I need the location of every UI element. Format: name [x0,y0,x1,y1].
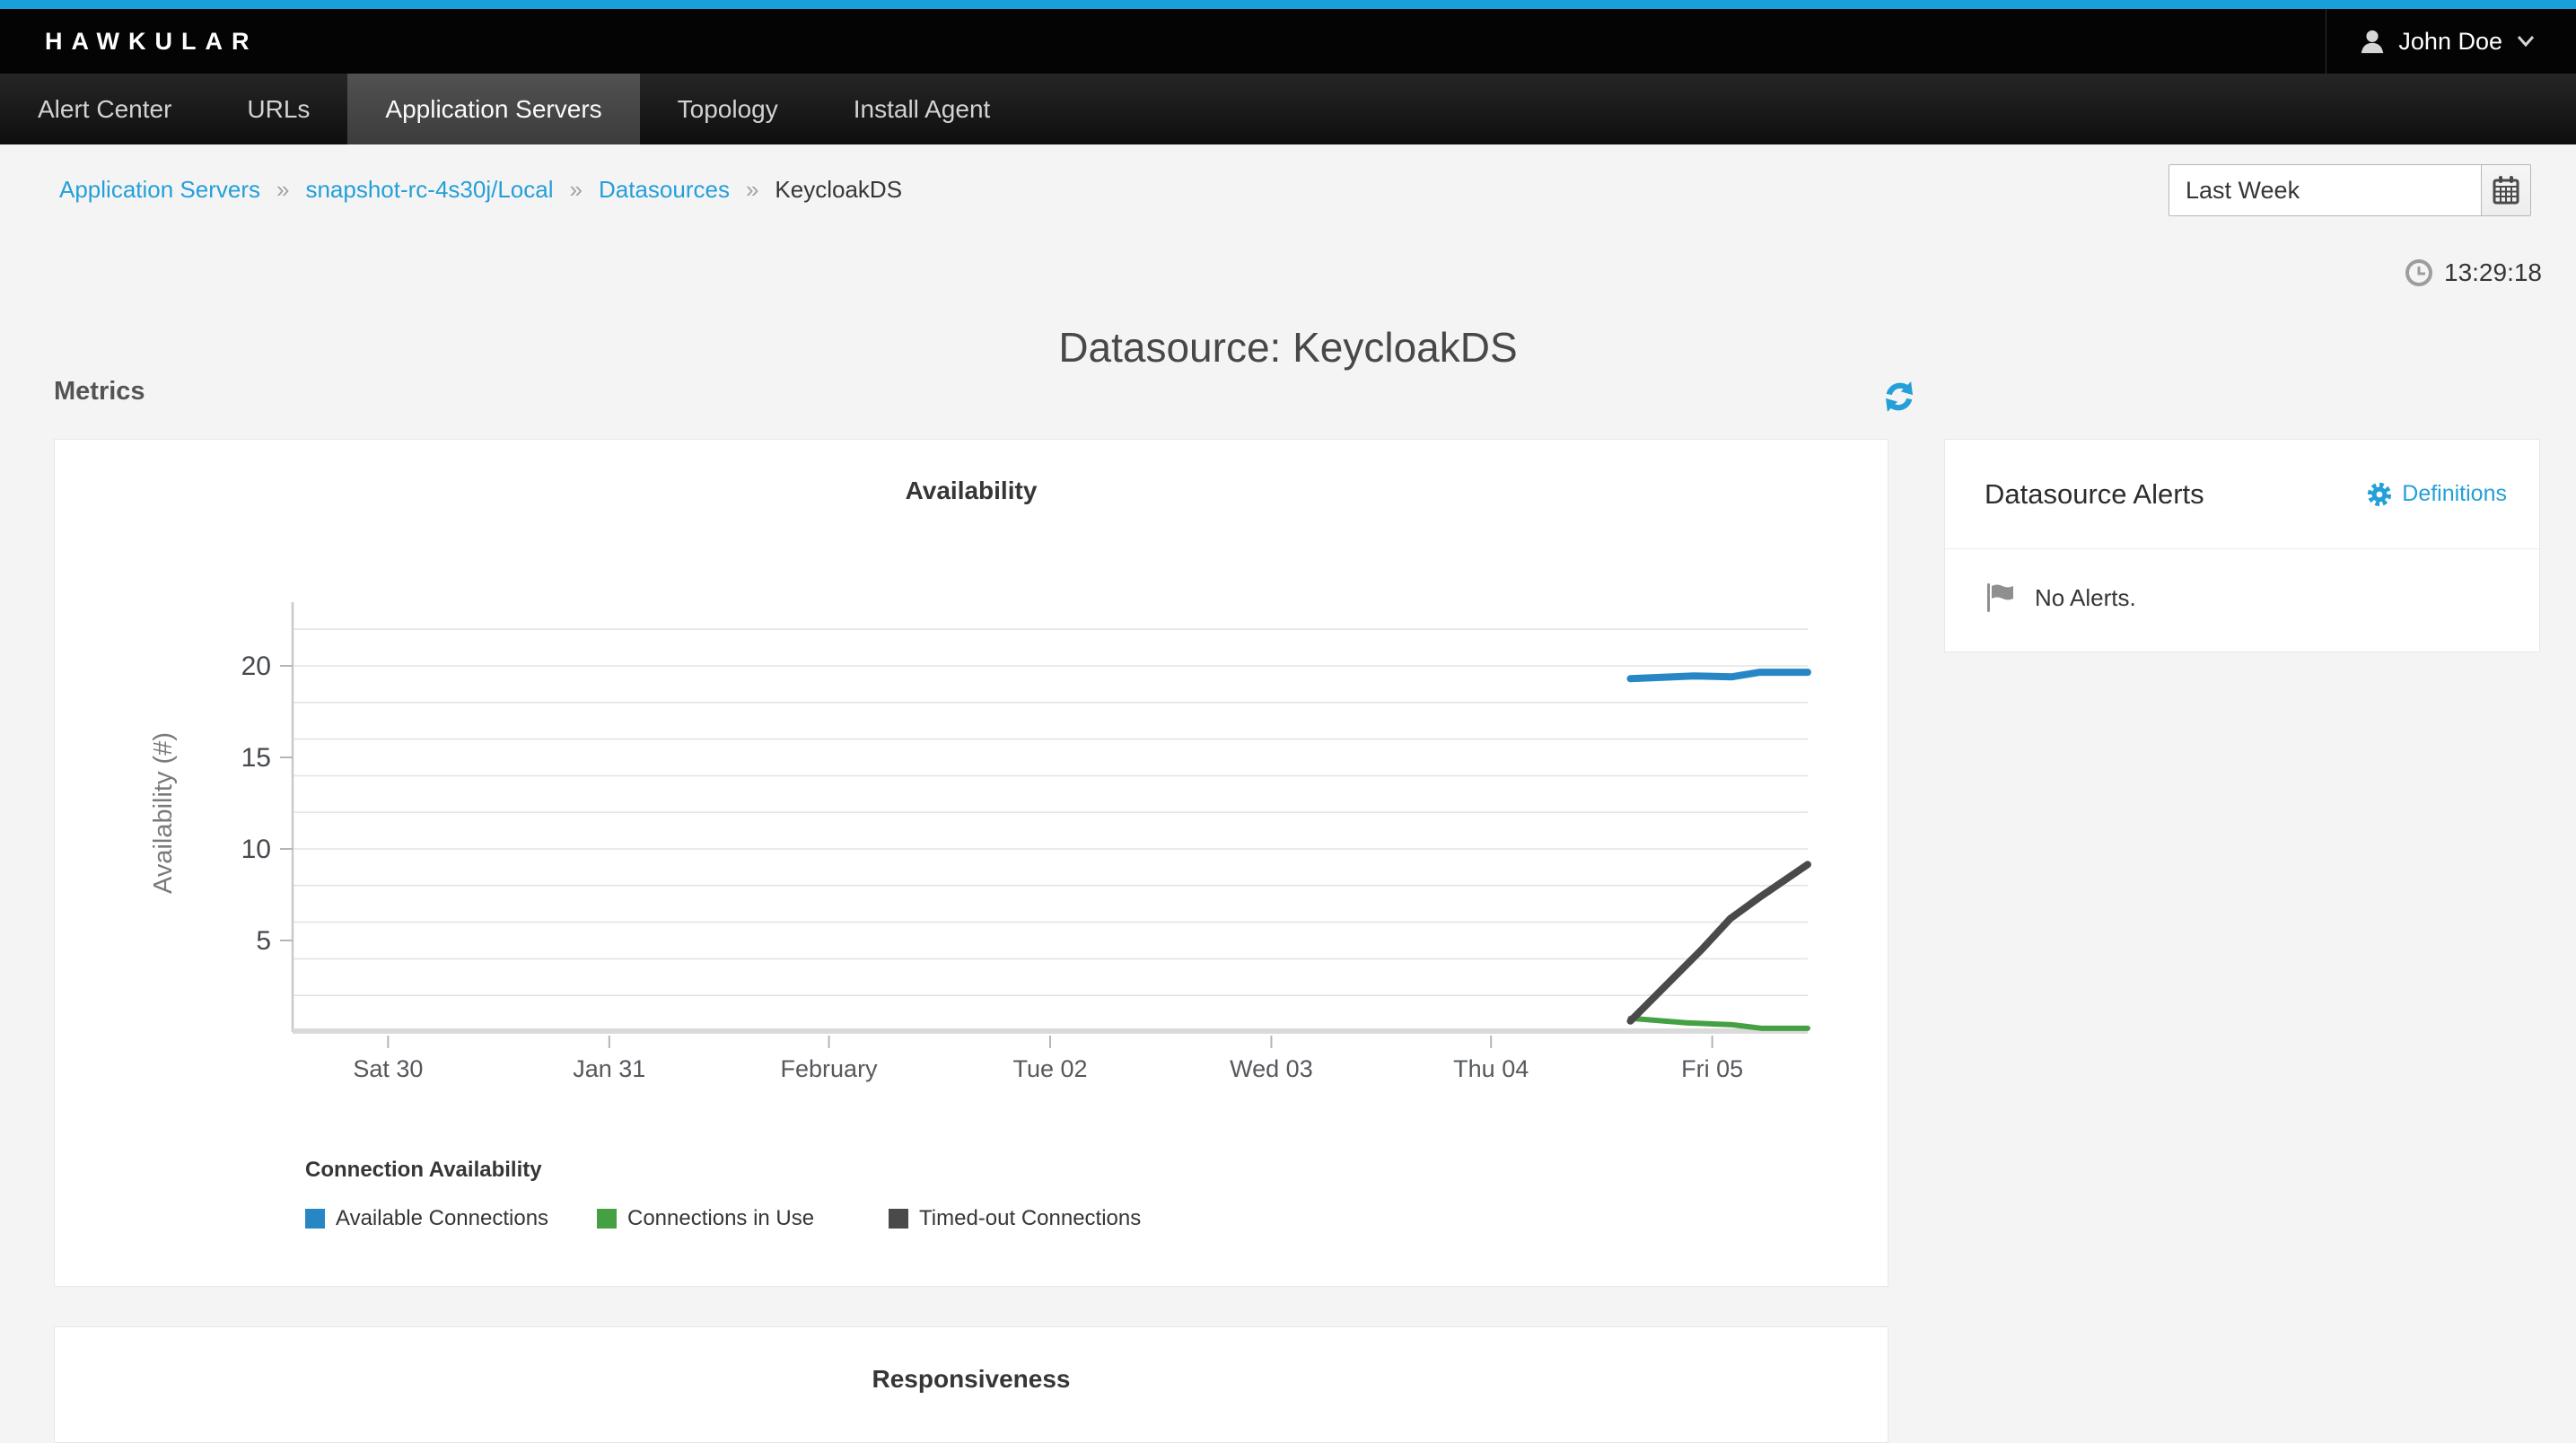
app-logo: HAWKULAR [45,27,258,55]
time-range-input[interactable] [2169,164,2481,216]
series-0 [1626,669,1811,683]
calendar-icon [2493,176,2519,205]
svg-text:15: 15 [241,743,271,773]
accent-strip [0,0,2576,9]
alerts-title: Datasource Alerts [1985,477,2204,510]
alerts-header: Datasource Alerts Definitions [1945,440,2539,549]
svg-text:Tue 02: Tue 02 [1012,1055,1087,1082]
tab-install-agent[interactable]: Install Agent [853,94,991,123]
metrics-heading: Metrics [54,377,145,406]
breadcrumb: Application Servers » snapshot-rc-4s30j/… [59,176,902,204]
flag-icon [1987,583,2013,612]
user-name: John Doe [2398,27,2502,55]
breadcrumb-current: KeycloakDS [775,176,903,203]
breadcrumb-separator: » [745,176,759,203]
legend-title: Connection Availability [305,1158,542,1182]
refresh-icon[interactable] [1881,379,1917,415]
definitions-link[interactable]: Definitions [2366,481,2507,508]
svg-text:20: 20 [241,652,271,681]
tab-alert-center[interactable]: Alert Center [38,94,172,123]
breadcrumb-app-servers[interactable]: Application Servers [59,176,260,203]
series-2 [1626,861,1811,1025]
legend-item[interactable]: Timed-out Connections [889,1206,1141,1231]
svg-text:10: 10 [241,835,271,864]
breadcrumb-server[interactable]: snapshot-rc-4s30j/Local [305,176,554,203]
no-alerts-message: No Alerts. [2035,583,2136,611]
alerts-body: No Alerts. [1945,549,2539,646]
legend-label: Connections in Use [627,1206,815,1230]
breadcrumb-separator: » [569,176,583,203]
legend-label: Available Connections [336,1206,549,1230]
user-icon [2361,30,2384,54]
svg-text:Fri 05: Fri 05 [1681,1055,1743,1082]
breadcrumb-datasources[interactable]: Datasources [598,176,730,203]
gear-icon [2368,482,2392,506]
calendar-button[interactable] [2481,164,2531,216]
clock-value: 13:29:18 [2444,258,2542,286]
availability-chart[interactable]: 5 10 15 20 Sat 30 Jan 31 February Tue 02 Wed 03 T… [55,440,1888,1122]
legend-swatch [597,1209,617,1229]
availability-card: Availability Availability (#) 5 10 15 20 Sat… [54,439,1888,1287]
tab-urls[interactable]: URLs [247,94,311,123]
svg-text:Thu 04: Thu 04 [1453,1055,1529,1082]
svg-text:February: February [781,1055,879,1082]
clock-icon [2405,259,2432,286]
last-refresh-time: 13:29:18 [2405,258,2542,287]
time-range-picker [2169,164,2531,216]
user-menu[interactable]: John Doe [2326,9,2576,74]
svg-text:Jan 31: Jan 31 [573,1055,645,1082]
tab-application-servers[interactable]: Application Servers [347,74,640,144]
breadcrumb-separator: » [276,176,290,203]
legend-label: Timed-out Connections [919,1206,1142,1230]
responsiveness-card: Responsiveness [54,1326,1888,1443]
legend-item[interactable]: Available Connections [305,1206,548,1231]
datasource-alerts-card: Datasource Alerts Definitions No Alerts. [1944,439,2540,652]
svg-text:Wed 03: Wed 03 [1230,1055,1313,1082]
chart-legend: Connection Availability Available Connec… [305,1158,1141,1231]
definitions-label: Definitions [2402,481,2507,506]
page-title: Datasource: KeycloakDS [1058,324,1518,371]
chevron-down-icon [2517,36,2535,48]
masthead: HAWKULAR John Doe [0,9,2576,74]
series-1 [1627,1015,1810,1031]
legend-item[interactable]: Connections in Use [597,1206,824,1231]
tab-topology[interactable]: Topology [677,94,778,123]
legend-swatch [305,1209,325,1229]
primary-nav: Alert Center URLs Application Servers To… [0,74,2576,144]
metrics-section-header: Metrics [54,377,1913,418]
svg-text:Sat 30: Sat 30 [353,1055,423,1082]
legend-swatch [889,1209,908,1229]
chart-title: Availability [905,477,1038,504]
svg-text:5: 5 [256,926,271,956]
responsiveness-title: Responsiveness [872,1365,1071,1393]
